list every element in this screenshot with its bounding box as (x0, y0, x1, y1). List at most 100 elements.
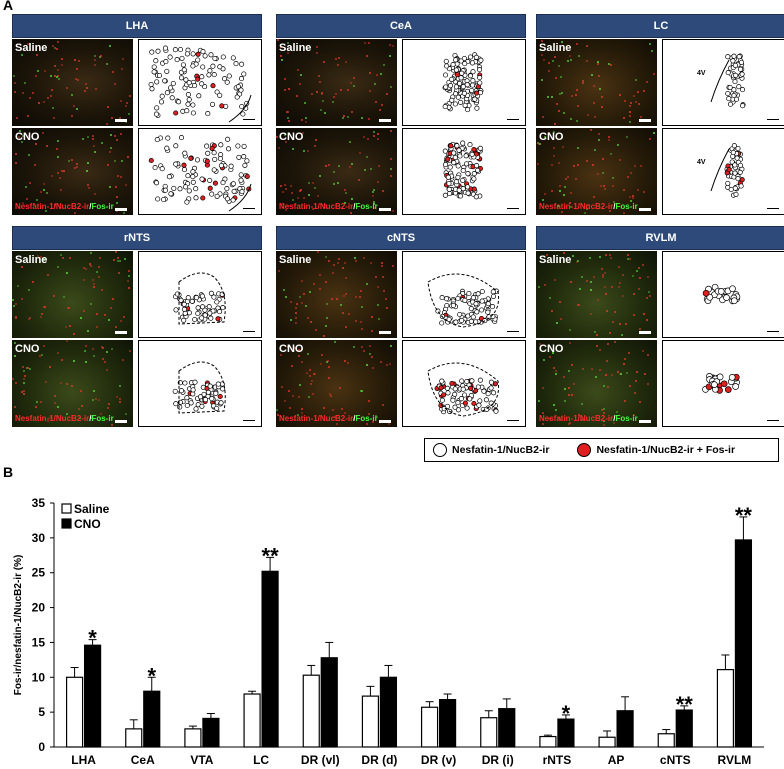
cell-marker (459, 317, 465, 324)
cell-marker (233, 61, 239, 67)
cell-marker (211, 167, 217, 173)
condition-label: Saline (539, 254, 572, 266)
y-tick-label: 30 (32, 531, 46, 545)
cell-marker (177, 186, 183, 192)
double-labeled-cell-marker (215, 316, 221, 322)
double-labeled-cell-marker (200, 195, 206, 201)
cell-marker (732, 62, 738, 68)
cell-marker (462, 392, 468, 398)
cell-marker (190, 179, 196, 185)
cell-marker (208, 315, 214, 321)
bar-chart: 0 5 10 15 20 25 30 35 Fos-ir/nesfatin-1/NucB2-ir… (13, 496, 764, 767)
cell-marker (458, 396, 464, 402)
bar-saline (361, 695, 380, 748)
cell-marker (235, 143, 241, 149)
cell-marker (207, 68, 213, 74)
cell-marker (188, 400, 194, 406)
bar-cno (438, 698, 457, 748)
significance-marker: * (88, 626, 97, 651)
cell-marker (458, 99, 464, 105)
x-tick-label: DR (d) (361, 753, 397, 767)
x-tick-label: DR (vl) (301, 753, 340, 767)
double-labeled-cell-marker (438, 402, 444, 408)
cell-marker (173, 161, 179, 167)
cell-marker (478, 57, 484, 63)
cell-marker (490, 293, 497, 299)
cell-marker (736, 54, 742, 60)
cell-marker (485, 309, 491, 315)
cell-marker (159, 93, 165, 99)
distribution-map (138, 251, 262, 338)
cell-marker (201, 391, 207, 397)
cell-marker (194, 157, 201, 163)
cell-marker (469, 151, 475, 157)
panel-a-letter: A (3, 0, 14, 13)
scale-bar (379, 331, 391, 334)
cell-marker (177, 46, 184, 53)
cell-marker (466, 290, 472, 297)
cell-marker (155, 196, 161, 202)
cell-marker (212, 156, 218, 162)
cell-marker (491, 390, 497, 396)
cell-marker (178, 75, 185, 81)
ventricle-label: 4V (697, 70, 706, 77)
stain-label-part: Fos-ir (91, 202, 114, 211)
cell-marker (442, 148, 448, 154)
distribution-map (402, 251, 526, 338)
cell-marker (181, 317, 187, 323)
double-labeled-cell-marker (471, 400, 477, 407)
cell-marker (717, 288, 725, 295)
cell-marker (192, 379, 198, 385)
micrograph-image: CNO Nesfatin-1/NucB2-ir/Fos-ir (276, 128, 397, 215)
condition-label: Saline (539, 42, 572, 54)
cell-marker (738, 59, 745, 65)
scale-bar (767, 331, 779, 332)
cell-marker (172, 47, 178, 53)
cell-marker (200, 49, 206, 55)
cell-marker (168, 191, 174, 197)
scale-bar (639, 331, 651, 334)
region-block: RVLM Saline CNO Nesfatin-1/NucB2-ir/Fos-ir (536, 226, 784, 427)
cell-marker (439, 320, 445, 326)
cell-marker (733, 96, 740, 102)
cell-marker (153, 111, 160, 117)
image-row: CNO Nesfatin-1/NucB2-ir/Fos-ir (276, 340, 526, 427)
cell-marker (154, 105, 160, 111)
cell-marker (193, 195, 199, 201)
anatomical-outline (178, 361, 226, 414)
cell-marker (202, 397, 209, 403)
cell-marker (446, 180, 452, 187)
cell-marker (244, 158, 250, 164)
scale-bar (379, 208, 391, 211)
cell-marker (158, 99, 165, 105)
cell-marker (173, 143, 179, 149)
condition-label: CNO (539, 131, 564, 143)
cell-marker (489, 304, 496, 310)
cell-marker (477, 377, 483, 383)
panel-a-legend: Nesfatin-1/NucB2-ir Nesfatin-1/NucB2-ir … (424, 438, 779, 462)
stain-label: Nesfatin-1/NucB2-ir/Fos-ir (15, 202, 114, 211)
cell-marker (215, 381, 221, 387)
x-tick-label: cNTS (660, 753, 691, 767)
scale-bar (767, 208, 779, 209)
cell-marker (493, 408, 499, 414)
cell-marker (180, 62, 186, 68)
y-tick-label: 15 (32, 635, 46, 649)
cell-marker (736, 84, 742, 90)
cell-marker (474, 309, 480, 315)
cell-marker (192, 316, 198, 323)
cell-marker (190, 110, 196, 116)
cell-marker (208, 290, 214, 296)
cell-marker (206, 72, 212, 78)
cell-marker (468, 306, 474, 312)
cell-marker (452, 386, 458, 392)
cell-marker (173, 401, 179, 407)
cell-marker (218, 142, 224, 148)
cell-marker (159, 166, 165, 172)
cell-marker (174, 57, 180, 63)
stain-label: Nesfatin-1/NucB2-ir/Fos-ir (15, 414, 114, 423)
bar-saline (184, 728, 202, 748)
condition-label: CNO (15, 343, 40, 355)
cell-marker (222, 76, 228, 82)
region-block: LHA Saline CNO Nesfatin-1/NucB2-ir/Fos-ir (12, 14, 262, 215)
